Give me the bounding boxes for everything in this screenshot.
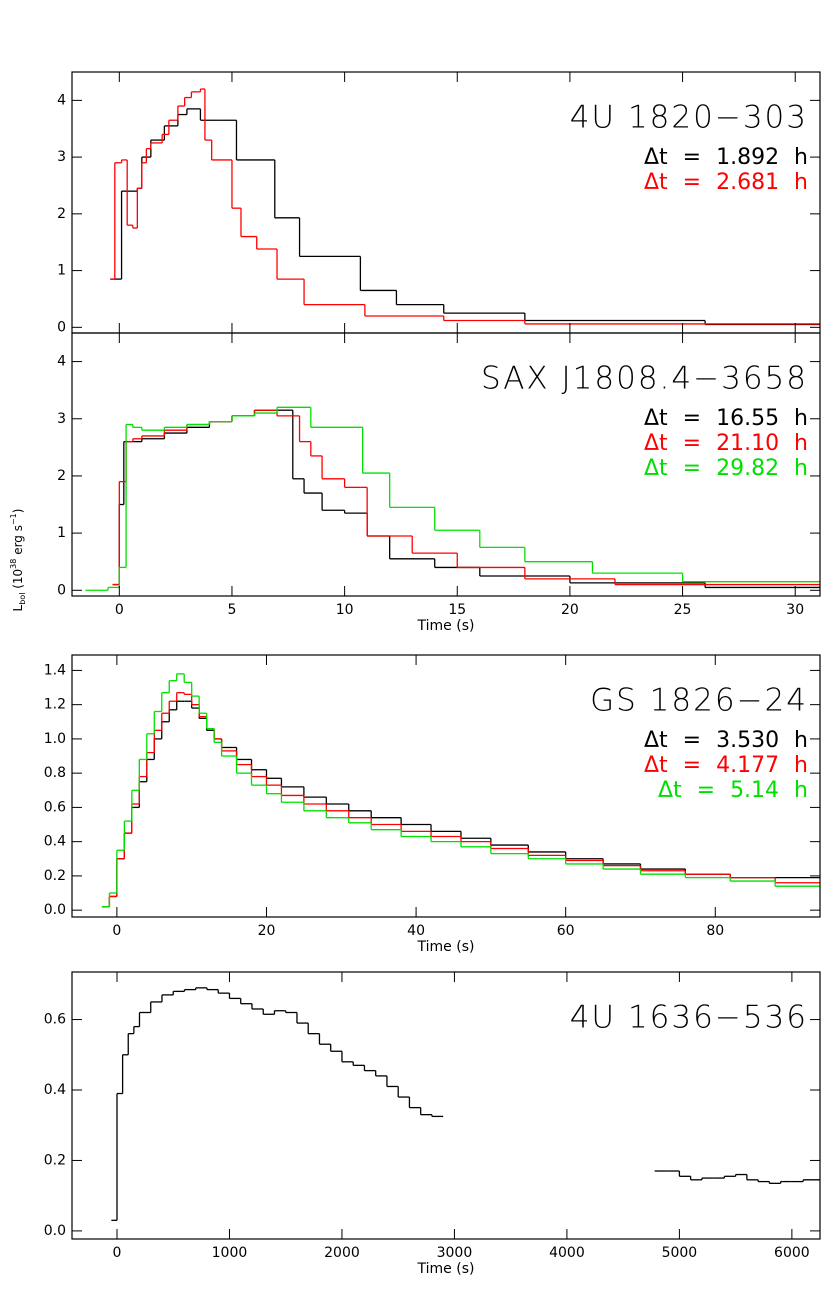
x-axis-label: Time (s) bbox=[417, 1261, 475, 1277]
y-tick-label: 1.0 bbox=[44, 731, 66, 747]
x-tick-label: 0 bbox=[112, 923, 121, 939]
x-tick-label: 15 bbox=[448, 602, 466, 618]
x-tick-label: 25 bbox=[674, 602, 692, 618]
y-tick-label: 0.2 bbox=[44, 868, 66, 884]
y-tick-label: 0.4 bbox=[44, 834, 66, 850]
y-tick-label: 1 bbox=[57, 263, 66, 279]
plot-frame bbox=[71, 654, 821, 918]
y-tick-label: 0.4 bbox=[44, 1082, 66, 1098]
annotation: Δt = 16.55 h bbox=[644, 406, 808, 431]
x-tick-label: 1000 bbox=[212, 1245, 248, 1261]
x-tick-label: 2000 bbox=[324, 1245, 360, 1261]
x-tick-label: 6000 bbox=[774, 1245, 810, 1261]
x-tick-label: 5 bbox=[228, 602, 237, 618]
y-tick-label: 0.2 bbox=[44, 1152, 66, 1168]
panel-title: 4U 1636−536 bbox=[570, 1000, 808, 1036]
y-tick-label: 0 bbox=[57, 319, 66, 335]
annotation: Δt = 29.82 h bbox=[644, 456, 808, 481]
x-tick-label: 80 bbox=[706, 923, 724, 939]
annotation: Δt = 3.530 h bbox=[644, 728, 808, 753]
annotation: Δt = 4.177 h bbox=[644, 753, 808, 778]
x-tick-label: 20 bbox=[258, 923, 276, 939]
x-tick-label: 30 bbox=[786, 602, 804, 618]
y-tick-label: 3 bbox=[57, 149, 66, 165]
y-tick-label: 0.8 bbox=[44, 765, 66, 781]
y-tick-label: 3 bbox=[57, 411, 66, 427]
panel-title: SAX J1808.4−3658 bbox=[481, 361, 808, 397]
annotation: Δt = 1.892 h bbox=[644, 145, 808, 170]
y-label-part: bol bbox=[18, 593, 27, 605]
y-tick-label: 1.4 bbox=[44, 662, 66, 678]
x-tick-label: 0 bbox=[113, 1245, 122, 1261]
x-axis-label: Time (s) bbox=[417, 618, 475, 634]
y-label-part: (10 bbox=[11, 569, 25, 593]
annotation: Δt = 5.14 h bbox=[658, 778, 808, 803]
y-label-part: ) bbox=[11, 509, 25, 514]
plot-frame bbox=[71, 971, 821, 1240]
x-tick-label: 3000 bbox=[437, 1245, 473, 1261]
x-axis-label: Time (s) bbox=[417, 939, 475, 955]
y-tick-label: 1.2 bbox=[44, 697, 66, 713]
x-tick-label: 4000 bbox=[549, 1245, 585, 1261]
y-tick-label: 0.6 bbox=[44, 799, 66, 815]
y-label-part: L bbox=[11, 604, 25, 611]
y-tick-label: 1 bbox=[57, 525, 66, 541]
x-tick-label: 20 bbox=[561, 602, 579, 618]
x-tick-label: 5000 bbox=[662, 1245, 698, 1261]
panel-title: 4U 1820−303 bbox=[570, 100, 808, 136]
plot-frame bbox=[71, 332, 821, 597]
y-tick-label: 4 bbox=[57, 92, 66, 108]
y-tick-label: 2 bbox=[57, 206, 66, 222]
y-label-part: erg s bbox=[11, 525, 25, 559]
y-label-part: 38 bbox=[9, 559, 18, 569]
x-tick-label: 40 bbox=[407, 923, 425, 939]
y-tick-label: 2 bbox=[57, 468, 66, 484]
y-axis-label: Lbol (1038 erg s−1) bbox=[9, 509, 27, 612]
y-tick-label: 0.0 bbox=[44, 902, 66, 918]
y-tick-label: 0.0 bbox=[44, 1223, 66, 1239]
x-tick-label: 10 bbox=[336, 602, 354, 618]
y-tick-label: 0.6 bbox=[44, 1012, 66, 1028]
x-tick-label: 60 bbox=[557, 923, 575, 939]
y-tick-label: 0 bbox=[57, 582, 66, 598]
annotation: Δt = 21.10 h bbox=[644, 431, 808, 456]
y-label-part: −1 bbox=[9, 513, 18, 525]
panel-title: GS 1826−24 bbox=[590, 683, 808, 719]
y-tick-label: 4 bbox=[57, 354, 66, 370]
annotation: Δt = 2.681 h bbox=[644, 170, 808, 195]
x-tick-label: 0 bbox=[115, 602, 124, 618]
